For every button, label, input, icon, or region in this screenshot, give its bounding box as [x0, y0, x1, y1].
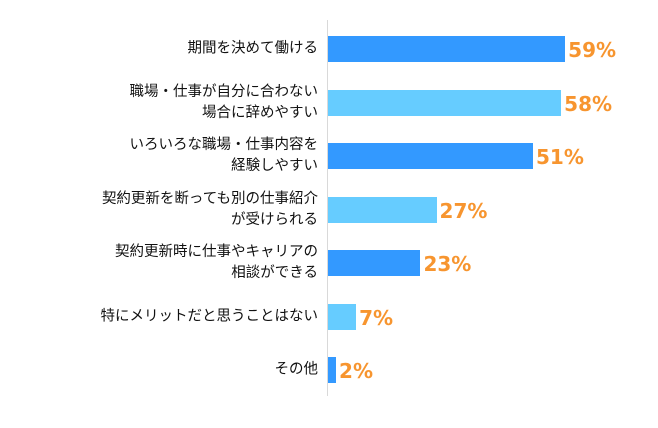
category-label: 特にメリットだと思うことはない — [100, 308, 319, 324]
data-label: 51% — [536, 145, 584, 169]
category-label: 期間を決めて働ける — [187, 40, 319, 57]
bar — [328, 250, 421, 276]
category-label: 契約更新を断っても別の仕事紹介 が受けられる — [101, 190, 318, 228]
data-label: 23% — [423, 252, 472, 276]
category-label: その他 — [274, 361, 319, 378]
data-label: 27% — [439, 198, 488, 223]
bar — [328, 143, 534, 169]
category-axis-line — [327, 20, 328, 396]
bar — [328, 36, 566, 62]
category-label: 職場・仕事が自分に合わない 場合に辞めやすい — [129, 83, 319, 121]
data-label: 59% — [568, 38, 617, 62]
category-label: 契約更新時に仕事やキャリアの 相談ができる — [115, 244, 318, 281]
data-label: 58% — [564, 91, 613, 116]
data-label: 7% — [359, 305, 394, 330]
bar — [328, 89, 562, 116]
bar — [328, 303, 357, 330]
bar — [328, 357, 337, 383]
category-label: いろいろな職場・仕事内容を 経験しやすい — [129, 137, 319, 174]
bar — [328, 196, 437, 223]
data-label: 2% — [339, 359, 373, 383]
